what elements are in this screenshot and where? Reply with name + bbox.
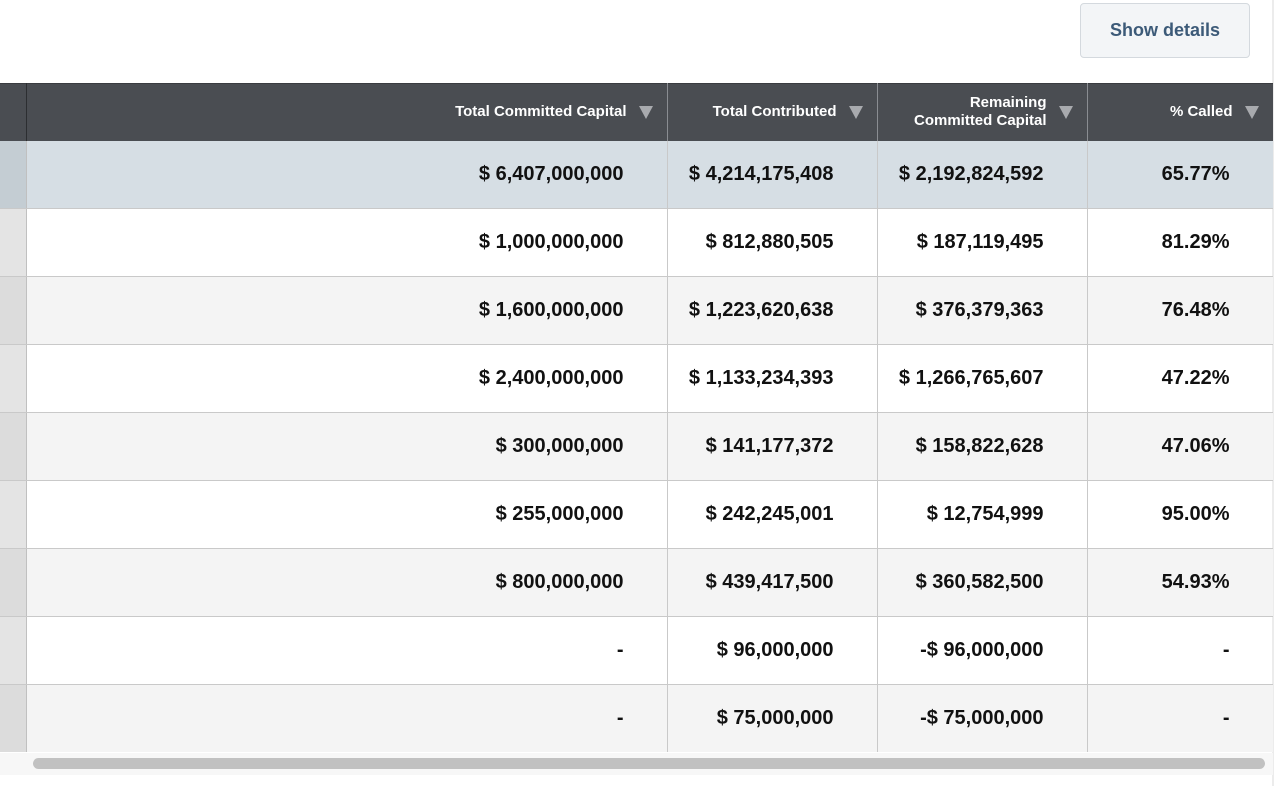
sort-down-icon[interactable]: [848, 105, 863, 119]
cell-total-committed-capital: -: [26, 684, 668, 752]
cell-remaining-committed-capital: $ 360,582,500: [877, 548, 1088, 617]
table-row[interactable]: - $ 96,000,000 -$ 96,000,000-: [0, 616, 1273, 685]
sort-down-icon[interactable]: [638, 105, 653, 119]
cell-total-committed-capital: $ 2,400,000,000: [26, 344, 668, 413]
column-header-remaining-committed-capital[interactable]: Remaining Committed Capital: [877, 83, 1088, 141]
column-header-total-contributed[interactable]: Total Contributed: [667, 83, 878, 141]
table-row[interactable]: $ 2,400,000,000 $ 1,133,234,393 $ 1,266,76…: [0, 344, 1273, 413]
cell-remaining-committed-capital: $ 2,192,824,592: [877, 140, 1088, 209]
cell-percent-called: 47.06%: [1087, 412, 1273, 481]
cell-total-contributed: $ 1,223,620,638: [667, 276, 878, 345]
row-selector[interactable]: [0, 344, 27, 413]
column-header-percent-called[interactable]: % Called: [1087, 83, 1273, 141]
cell-percent-called: -: [1087, 616, 1273, 685]
table-row[interactable]: - $ 75,000,000 -$ 75,000,000-: [0, 684, 1273, 752]
row-selector[interactable]: [0, 548, 27, 617]
cell-total-committed-capital: $ 1,000,000,000: [26, 208, 668, 277]
column-header-label: Total Contributed: [712, 103, 837, 121]
table-row[interactable]: $ 300,000,000 $ 141,177,372 $ 158,822,628 4…: [0, 412, 1273, 481]
cell-remaining-committed-capital: $ 158,822,628: [877, 412, 1088, 481]
table-row[interactable]: $ 255,000,000 $ 242,245,001 $ 12,754,999 95…: [0, 480, 1273, 549]
cell-total-contributed: $ 141,177,372: [667, 412, 878, 481]
row-selector-header: [0, 83, 27, 141]
row-selector[interactable]: [0, 684, 27, 752]
row-selector[interactable]: [0, 480, 27, 549]
cell-percent-called: 65.77%: [1087, 140, 1273, 209]
data-grid: Total Committed Capital Total Contribute…: [0, 83, 1273, 752]
scrollbar-thumb[interactable]: [33, 758, 1265, 769]
cell-remaining-committed-capital: -$ 96,000,000: [877, 616, 1088, 685]
cell-total-committed-capital: $ 6,407,000,000: [26, 140, 668, 209]
show-details-button[interactable]: Show details: [1080, 3, 1250, 58]
sort-down-icon[interactable]: [1058, 105, 1073, 119]
cell-total-committed-capital: $ 255,000,000: [26, 480, 668, 549]
cell-percent-called: 95.00%: [1087, 480, 1273, 549]
cell-percent-called: 81.29%: [1087, 208, 1273, 277]
table-body: $ 6,407,000,000 $ 4,214,175,408 $ 2,192,82…: [0, 140, 1273, 752]
row-selector[interactable]: [0, 412, 27, 481]
capital-table: Total Committed Capital Total Contribute…: [0, 83, 1273, 752]
row-selector[interactable]: [0, 616, 27, 685]
cell-remaining-committed-capital: $ 376,379,363: [877, 276, 1088, 345]
cell-percent-called: 54.93%: [1087, 548, 1273, 617]
cell-total-committed-capital: $ 800,000,000: [26, 548, 668, 617]
table-row[interactable]: $ 1,600,000,000 $ 1,223,620,638 $ 376,379,…: [0, 276, 1273, 345]
row-selector[interactable]: [0, 140, 27, 209]
cell-total-contributed: $ 96,000,000: [667, 616, 878, 685]
cell-total-contributed: $ 1,133,234,393: [667, 344, 878, 413]
cell-remaining-committed-capital: $ 12,754,999: [877, 480, 1088, 549]
cell-total-committed-capital: $ 1,600,000,000: [26, 276, 668, 345]
cell-total-contributed: $ 242,245,001: [667, 480, 878, 549]
cell-percent-called: 47.22%: [1087, 344, 1273, 413]
cell-total-committed-capital: -: [26, 616, 668, 685]
column-header-label-line1: Remaining: [969, 94, 1047, 112]
cell-total-committed-capital: $ 300,000,000: [26, 412, 668, 481]
table-row[interactable]: $ 6,407,000,000 $ 4,214,175,408 $ 2,192,82…: [0, 140, 1273, 209]
column-header-label: Remaining Committed Capital: [914, 94, 1047, 130]
column-header-label: % Called: [1169, 103, 1233, 121]
header-row: Total Committed Capital Total Contribute…: [0, 83, 1273, 141]
table-row[interactable]: $ 800,000,000 $ 439,417,500 $ 360,582,500 5…: [0, 548, 1273, 617]
column-header-label: Total Committed Capital: [455, 103, 627, 121]
column-header-total-committed-capital[interactable]: Total Committed Capital: [26, 83, 668, 141]
cell-remaining-committed-capital: -$ 75,000,000: [877, 684, 1088, 752]
cell-percent-called: -: [1087, 684, 1273, 752]
cell-total-contributed: $ 75,000,000: [667, 684, 878, 752]
sort-down-icon[interactable]: [1244, 105, 1259, 119]
cell-total-contributed: $ 812,880,505: [667, 208, 878, 277]
row-selector[interactable]: [0, 208, 27, 277]
cell-remaining-committed-capital: $ 1,266,765,607: [877, 344, 1088, 413]
cell-total-contributed: $ 439,417,500: [667, 548, 878, 617]
cell-percent-called: 76.48%: [1087, 276, 1273, 345]
panel-edge: [1272, 0, 1274, 786]
horizontal-scrollbar[interactable]: [0, 753, 1273, 775]
column-header-label-line2: Committed Capital: [913, 112, 1047, 130]
table-row[interactable]: $ 1,000,000,000 $ 812,880,505 $ 187,119,49…: [0, 208, 1273, 277]
row-selector[interactable]: [0, 276, 27, 345]
cell-remaining-committed-capital: $ 187,119,495: [877, 208, 1088, 277]
cell-total-contributed: $ 4,214,175,408: [667, 140, 878, 209]
